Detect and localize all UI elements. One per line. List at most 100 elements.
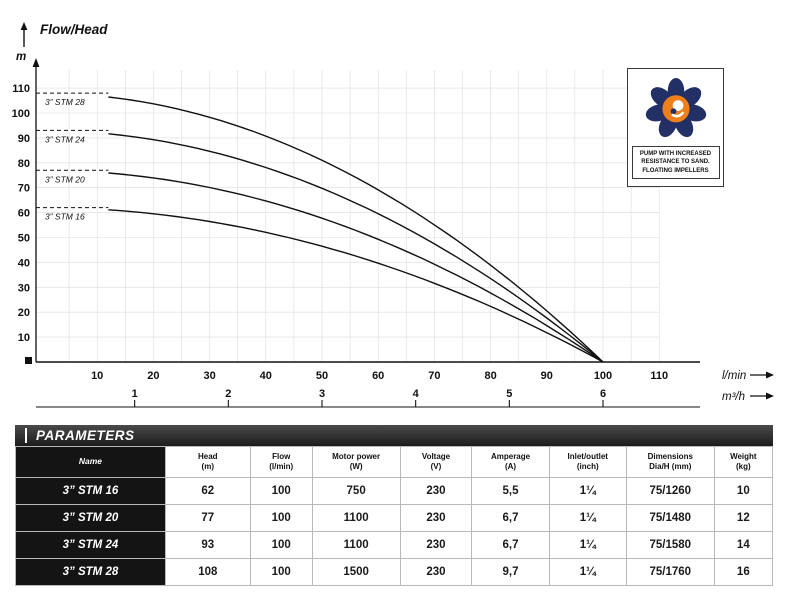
value-cell: 1100 — [311, 531, 401, 559]
table-row: 3” STM 24 93 100 1100 230 6,7 1¼ 75/1580 14 — [15, 531, 774, 559]
value-cell: 75/1760 — [625, 558, 715, 586]
value-cell: 1¼ — [548, 558, 627, 586]
x-tick-label: 70 — [428, 370, 440, 382]
value-cell: 10 — [713, 477, 774, 505]
y-tick-label: 60 — [18, 208, 30, 220]
y-tick-label: 20 — [18, 307, 30, 319]
value-cell: 230 — [399, 558, 473, 586]
curve-label: 3” STM 24 — [45, 134, 85, 144]
pump-curve — [108, 133, 604, 363]
y-tick-label: 10 — [18, 332, 30, 344]
x-tick-label: 50 — [316, 370, 328, 382]
secondary-tick-label: 6 — [600, 388, 606, 400]
x-tick-label: 80 — [484, 370, 496, 382]
y-tick-label: 70 — [18, 183, 30, 195]
value-cell: 6,7 — [471, 504, 550, 532]
column-header: Voltage (V) — [399, 446, 473, 478]
value-cell: 75/1580 — [625, 531, 715, 559]
secondary-tick-label: 4 — [413, 388, 420, 400]
parameters-table-wrap: Name Head (m) Flow (l/min) Motor power (W) Volt… — [15, 446, 774, 586]
y-tick-label: 30 — [18, 282, 30, 294]
curve-label: 3” STM 28 — [45, 97, 85, 107]
table-row: 3” STM 20 77 100 1100 230 6,7 1¼ 75/1480 12 — [15, 504, 774, 532]
badge-text-line: FLOATING IMPELLERS — [642, 167, 709, 174]
badge-text-line: PUMP WITH INCREASED — [639, 151, 712, 157]
parameters-title: PARAMETERS — [25, 428, 135, 443]
value-cell: 12 — [713, 504, 774, 532]
pump-curve — [108, 209, 604, 363]
impeller-icon — [645, 77, 706, 138]
value-cell: 1100 — [311, 504, 401, 532]
secondary-tick-label: 2 — [225, 388, 231, 400]
badge-text-line: RESISTANCE TO SAND. — [641, 159, 710, 166]
column-header: Inlet/outlet (inch) — [548, 446, 627, 478]
y-tick-label: 40 — [18, 257, 30, 269]
secondary-tick-label: 5 — [506, 388, 512, 400]
y-tick-label: 50 — [18, 233, 30, 245]
x-tick-label: 10 — [91, 370, 103, 382]
x-tick-label: 40 — [260, 370, 272, 382]
value-cell: 100 — [249, 531, 313, 559]
value-cell: 750 — [311, 477, 401, 505]
column-header: Amperage (A) — [471, 446, 550, 478]
value-cell: 230 — [399, 477, 473, 505]
value-cell: 230 — [399, 504, 473, 532]
value-cell: 100 — [249, 504, 313, 532]
column-header: Name — [15, 446, 166, 478]
x-primary-arrow-head — [766, 371, 774, 379]
value-cell: 6,7 — [471, 531, 550, 559]
y-axis-unit-label: m — [16, 51, 26, 63]
x-tick-label: 30 — [203, 370, 215, 382]
sand-resistance-badge: PUMP WITH INCREASED RESISTANCE TO SAND. … — [627, 68, 724, 187]
value-cell: 75/1260 — [625, 477, 715, 505]
column-header: Motor power (W) — [311, 446, 401, 478]
value-cell: 16 — [713, 558, 774, 586]
pump-curve — [108, 172, 604, 363]
pump-name-cell: 3” STM 24 — [15, 531, 166, 559]
value-cell: 230 — [399, 531, 473, 559]
column-header: Head (m) — [164, 446, 251, 478]
secondary-tick-label: 3 — [319, 388, 325, 400]
y-axis-arrow — [32, 58, 40, 67]
x-primary-unit-label: l/min — [722, 370, 746, 382]
badge-text: PUMP WITH INCREASED RESISTANCE TO SAND. … — [631, 146, 720, 180]
y-tick-label: 90 — [18, 133, 30, 145]
x-tick-label: 90 — [541, 370, 553, 382]
curve-label: 3” STM 16 — [45, 212, 85, 222]
value-cell: 75/1480 — [625, 504, 715, 532]
value-cell: 5,5 — [471, 477, 550, 505]
parameters-header: PARAMETERS — [15, 425, 773, 446]
header-row: Name Head (m) Flow (l/min) Motor power (W) Volt… — [15, 446, 774, 478]
secondary-tick-label: 1 — [132, 388, 138, 400]
flow-head-arrow-head — [20, 22, 28, 30]
pump-name-cell: 3” STM 16 — [15, 477, 166, 505]
value-cell: 1500 — [311, 558, 401, 586]
pump-name-cell: 3” STM 28 — [15, 558, 166, 586]
y-tick-label: 100 — [12, 108, 30, 120]
value-cell: 77 — [164, 504, 251, 532]
y-tick-label: 80 — [18, 158, 30, 170]
table-row: 3” STM 28 108 100 1500 230 9,7 1¼ 75/1760 16 — [15, 558, 774, 586]
flow-head-chart: 10 20 30 40 50 60 70 80 90 100 110 10 20 30 40 50 60 70 80… — [12, 22, 774, 408]
origin-marker — [25, 357, 32, 364]
table-row: 3” STM 16 62 100 750 230 5,5 1¼ 75/1260 10 — [15, 477, 774, 505]
grid — [36, 70, 660, 362]
value-cell: 1¼ — [548, 477, 627, 505]
chart-title: Flow/Head — [40, 22, 108, 37]
value-cell: 1¼ — [548, 504, 627, 532]
value-cell: 62 — [164, 477, 251, 505]
x-tick-label: 60 — [372, 370, 384, 382]
column-header: Dimensions Dia/H (mm) — [625, 446, 715, 478]
value-cell: 100 — [249, 477, 313, 505]
value-cell: 1¼ — [548, 531, 627, 559]
x-tick-label: 20 — [147, 370, 159, 382]
pump-curve — [108, 96, 604, 363]
value-cell: 108 — [164, 558, 251, 586]
x-tick-label: 110 — [650, 370, 668, 382]
y-tick-label: 110 — [12, 83, 30, 95]
x-secondary-unit-label: m³/h — [722, 391, 745, 403]
pump-name-cell: 3” STM 20 — [15, 504, 166, 532]
value-cell: 100 — [249, 558, 313, 586]
value-cell: 93 — [164, 531, 251, 559]
